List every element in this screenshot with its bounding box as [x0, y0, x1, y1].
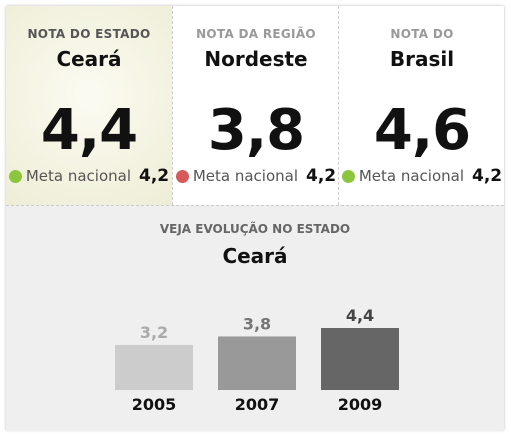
goal-value: 4,2: [139, 166, 170, 186]
bar: [115, 344, 193, 390]
card-name: Brasil: [389, 47, 455, 71]
card-name: Ceará: [56, 47, 122, 71]
card-score: 4,6: [373, 98, 471, 163]
card-score: 4,4: [40, 98, 138, 163]
status-dot: [341, 169, 355, 183]
state-card[interactable]: NOTA DO ESTADO Ceará 4,4 Meta nacional 4,…: [6, 6, 172, 205]
x-tick-label: 2007: [235, 395, 280, 414]
card-score: 3,8: [207, 98, 305, 163]
status-dot: [175, 169, 189, 183]
evolution-panel: VEJA EVOLUÇÃO NO ESTADO Ceará 3,2 2005 3,8…: [6, 205, 504, 431]
goal-label: Meta nacional: [192, 167, 299, 185]
goal-row: Meta nacional 4,2: [339, 166, 505, 186]
x-tick-label: 2009: [338, 395, 383, 414]
bar: [321, 328, 399, 390]
goal-label: Meta nacional: [25, 167, 132, 185]
card-label: NOTA DA REGIÃO: [196, 27, 316, 41]
x-tick-label: 2005: [132, 395, 177, 414]
region-card[interactable]: NOTA DA REGIÃO Nordeste 3,8 Meta naciona…: [172, 6, 339, 205]
value-label: 4,4: [346, 306, 374, 325]
goal-label: Meta nacional: [358, 167, 465, 185]
card-label: NOTA DO: [390, 27, 454, 41]
score-widget: NOTA DO ESTADO Ceará 4,4 Meta nacional 4,…: [6, 6, 505, 431]
chart-subtitle: Ceará: [222, 244, 287, 268]
goal-row: Meta nacional 4,2: [6, 166, 172, 186]
bar: [218, 336, 296, 390]
value-label: 3,8: [243, 314, 271, 333]
value-label: 3,2: [140, 323, 168, 342]
card-name: Nordeste: [204, 47, 308, 71]
goal-value: 4,2: [472, 166, 503, 186]
country-card[interactable]: NOTA DO Brasil 4,6 Meta nacional 4,2: [338, 6, 505, 205]
chart-title: VEJA EVOLUÇÃO NO ESTADO: [160, 221, 350, 236]
goal-row: Meta nacional 4,2: [173, 166, 339, 186]
status-dot: [8, 169, 22, 183]
evolution-chart: VEJA EVOLUÇÃO NO ESTADO Ceará 3,2 2005 3,8…: [115, 221, 399, 414]
goal-value: 4,2: [306, 166, 337, 186]
card-label: NOTA DO ESTADO: [27, 27, 151, 41]
